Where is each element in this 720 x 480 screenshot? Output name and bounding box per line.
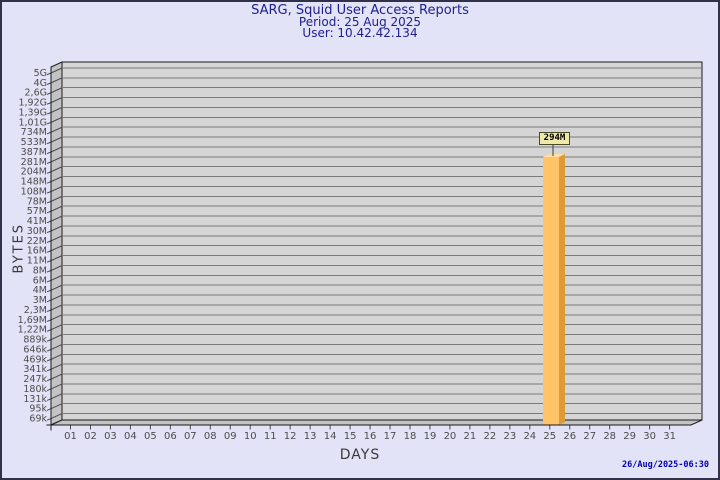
y-tick-label: 5G: [34, 68, 47, 79]
x-tick-label: 17: [384, 431, 397, 442]
y-tick-label: 95k: [29, 404, 47, 415]
bar-side-face: [559, 154, 565, 425]
floor: [50, 419, 703, 426]
y-tick-label: 204M: [21, 167, 47, 178]
plot-gridlines: [46, 67, 702, 421]
y-tick-label: 4M: [33, 285, 47, 296]
x-tick-label: 26: [563, 431, 576, 442]
y-tick-label: 69k: [29, 414, 47, 425]
y-tick-label: 1,01G: [18, 117, 47, 128]
x-tick-label: 01: [64, 431, 77, 442]
x-tick-label: 02: [84, 431, 97, 442]
y-tick-label: 4G: [34, 78, 47, 89]
y-tick-label: 1,22M: [18, 325, 47, 336]
bar-top-face: [543, 154, 565, 157]
x-axis-title: DAYS: [339, 447, 381, 463]
x-tick-label: 31: [663, 431, 676, 442]
x-tick-label: 05: [144, 431, 157, 442]
x-tick-label: 22: [484, 431, 497, 442]
x-tick-label: 16: [364, 431, 377, 442]
y-tick-label: 1,92G: [18, 98, 47, 109]
y-tick-label: 1,69M: [18, 315, 47, 326]
x-tick-label: 19: [424, 431, 437, 442]
data-bar-group: [543, 144, 565, 425]
y-tick-label: 469k: [23, 354, 47, 365]
chart-period-subtitle: Period: 25 Aug 2025: [298, 14, 422, 29]
x-tick-label: 11: [264, 431, 277, 442]
y-tick-label: 22M: [27, 236, 47, 247]
x-tick-label: 18: [404, 431, 417, 442]
x-tick-label: 15: [344, 431, 357, 442]
x-tick-label: 10: [244, 431, 257, 442]
chart-title-block: SARG, Squid User Access Reports Period: …: [2, 3, 718, 41]
y-axis-tick-labels: 5G4G2,6G1,92G1,39G1,01G734M533M387M281M2…: [18, 68, 48, 425]
x-tick-label: 28: [603, 431, 616, 442]
y-tick-label: 108M: [21, 186, 47, 197]
y-tick-label: 3M: [33, 295, 47, 306]
y-tick-label: 247k: [23, 374, 47, 385]
y-tick-label: 8M: [33, 265, 47, 276]
x-tick-label: 13: [304, 431, 317, 442]
bar-front-face: [543, 157, 559, 425]
x-tick-label: 03: [104, 431, 117, 442]
y-tick-label: 533M: [21, 137, 47, 148]
bar-value-label: 294M: [539, 132, 570, 145]
y-tick-label: 2,3M: [24, 305, 47, 316]
x-tick-label: 09: [224, 431, 237, 442]
x-tick-label: 29: [623, 431, 636, 442]
chart-title: SARG, Squid User Access Reports: [251, 3, 469, 18]
y-tick-label: 11M: [27, 256, 47, 267]
x-tick-label: 24: [523, 431, 536, 442]
y-tick-label: 341k: [23, 364, 47, 375]
y-tick-label: 6M: [33, 275, 47, 286]
x-tick-label: 25: [543, 431, 556, 442]
y-tick-label: 148M: [21, 177, 47, 188]
y-tick-label: 1,39G: [18, 107, 47, 118]
axis-frame-lines: [46, 67, 691, 431]
y-tick-label: 131k: [23, 394, 47, 405]
x-tick-label: 20: [444, 431, 457, 442]
chart-user-subtitle: User: 10.42.42.134: [302, 26, 418, 41]
x-tick-label: 06: [164, 431, 177, 442]
plot-walls: [50, 61, 703, 426]
x-tick-label: 27: [583, 431, 596, 442]
left-side-wall: [50, 61, 63, 426]
x-tick-label: 07: [184, 431, 197, 442]
y-tick-label: 16M: [27, 246, 47, 257]
y-tick-label: 387M: [21, 147, 47, 158]
x-tick-label: 04: [124, 431, 137, 442]
x-tick-label: 21: [464, 431, 477, 442]
x-tick-label: 23: [503, 431, 516, 442]
y-tick-label: 78M: [27, 196, 47, 207]
y-tick-label: 646k: [23, 344, 47, 355]
back-wall: [61, 61, 703, 421]
x-tick-label: 12: [284, 431, 297, 442]
y-tick-label: 30M: [27, 226, 47, 237]
y-tick-label: 41M: [27, 216, 47, 227]
y-axis-title: BYTES: [11, 222, 27, 274]
x-tick-label: 30: [643, 431, 656, 442]
x-axis-tick-labels: 01 02 03 04 05 06 07 08 09 10 11 12 13 14 15 16 17 18 19 20…: [64, 425, 676, 442]
y-tick-label: 281M: [21, 157, 47, 168]
report-timestamp: 26/Aug/2025-06:30: [622, 460, 709, 470]
y-tick-label: 889k: [23, 335, 47, 346]
y-tick-label: 57M: [27, 206, 47, 217]
y-tick-label: 734M: [21, 127, 47, 138]
y-tick-label: 180k: [23, 384, 47, 395]
y-tick-label: 2,6G: [25, 88, 47, 99]
x-tick-label: 08: [204, 431, 217, 442]
x-tick-label: 14: [324, 431, 337, 442]
